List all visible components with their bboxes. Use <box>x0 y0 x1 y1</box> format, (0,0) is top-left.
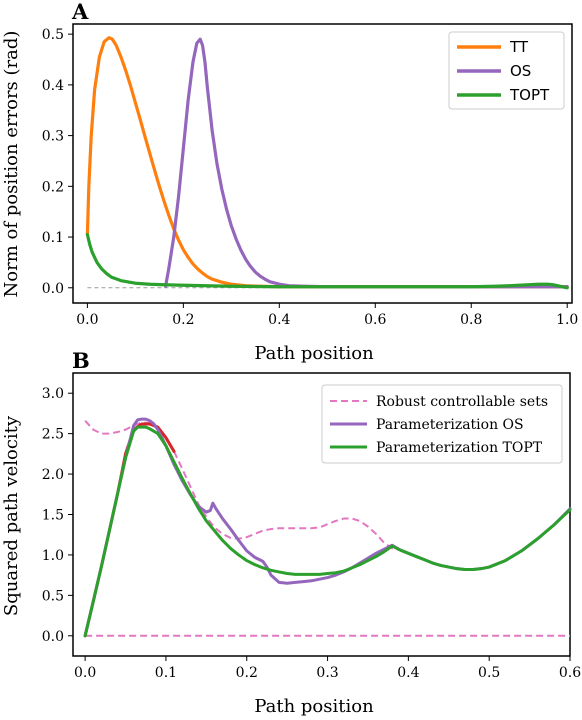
y-tick-label: 0.2 <box>42 179 64 195</box>
x-tick-label: 0.6 <box>364 312 386 328</box>
y-tick-label: 0.0 <box>42 629 64 645</box>
y-tick-label: 0.5 <box>42 27 64 43</box>
x-tick-label: 0.2 <box>172 312 194 328</box>
series-line-hidden-red <box>83 422 176 638</box>
y-tick-label: 0.0 <box>42 281 64 297</box>
y-tick-label: 1.0 <box>42 548 64 564</box>
y-tick-label: 2.5 <box>42 427 64 443</box>
x-tick-label: 0.4 <box>268 312 290 328</box>
series-line-topt <box>83 425 572 638</box>
x-tick-label: 0.2 <box>236 665 258 681</box>
y-tick-label: 0.3 <box>42 129 64 145</box>
x-tick-label: 1.0 <box>556 312 578 328</box>
y-tick-label: 0.5 <box>42 588 64 604</box>
panel-b: B 0.0 0.1 0.2 0.3 0.4 0.5 0.6 0.0 0.5 1.0 1.5 2.0 2… <box>1 348 581 717</box>
legend-param-os-label: Parameterization OS <box>376 417 524 433</box>
panel-b-lines <box>83 417 572 638</box>
panel-a-lines <box>85 36 569 290</box>
y-tick-label: 2.0 <box>42 467 64 483</box>
x-tick-label: 0.4 <box>397 665 419 681</box>
y-tick-label: 1.5 <box>42 508 64 524</box>
legend-param-topt-label: Parameterization TOPT <box>376 440 543 456</box>
panel-b-legend: Robust controllable sets Parameterizatio… <box>321 384 563 464</box>
panel-b-x-axis-label: Path position <box>254 696 374 717</box>
panel-a-legend-box <box>448 31 565 110</box>
panel-a-x-axis-label: Path position <box>254 343 374 364</box>
panel-b-x-ticks: 0.0 0.1 0.2 0.3 0.4 0.5 0.6 <box>74 656 581 681</box>
y-tick-label: 0.4 <box>42 78 64 94</box>
y-tick-label: 0.1 <box>42 230 64 246</box>
panel-a-y-axis-label: Norm of position errors (rad) <box>1 31 22 298</box>
y-tick-label: 3.0 <box>42 386 64 402</box>
x-tick-label: 0.8 <box>460 312 482 328</box>
x-tick-label: 0.3 <box>316 665 338 681</box>
legend-os-label: OS <box>510 62 531 80</box>
legend-robust-label: Robust controllable sets <box>376 394 548 410</box>
x-tick-label: 0.0 <box>74 665 96 681</box>
panel-a-label: A <box>71 0 89 24</box>
series-line-topt <box>85 232 569 290</box>
panel-b-y-ticks: 0.0 0.5 1.0 1.5 2.0 2.5 3.0 <box>42 386 73 645</box>
legend-topt-label: TOPT <box>509 86 550 104</box>
legend-tt-label: TT <box>509 38 529 56</box>
panel-a-x-ticks: 0.0 0.2 0.4 0.6 0.8 1.0 <box>76 303 578 328</box>
x-tick-label: 0.6 <box>559 665 581 681</box>
panel-b-legend-box <box>321 384 563 464</box>
panel-b-y-axis-label: Squared path velocity <box>1 415 22 616</box>
x-tick-label: 0.5 <box>478 665 500 681</box>
panel-a-y-ticks: 0.0 0.1 0.2 0.3 0.4 0.5 <box>42 27 73 297</box>
x-tick-label: 0.0 <box>76 312 98 328</box>
panel-b-label: B <box>72 348 90 373</box>
panel-a-plot-area <box>72 23 573 304</box>
x-tick-label: 0.1 <box>155 665 177 681</box>
panel-a: A 0.0 0.2 0.4 0.6 0.8 1.0 0.00.10.20.30.40.5 … <box>1 0 578 364</box>
panel-a-legend: TT OS TOPT <box>448 31 565 110</box>
